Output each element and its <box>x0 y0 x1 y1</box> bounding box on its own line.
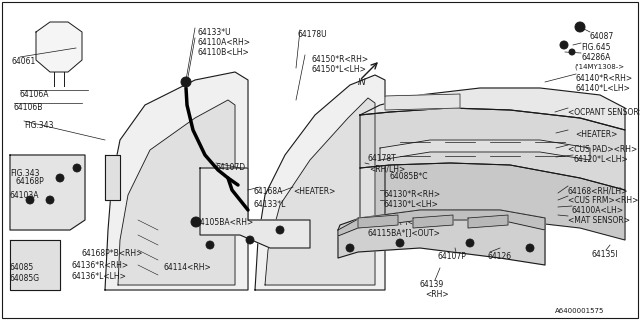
Text: 64150*R<RH>: 64150*R<RH> <box>312 55 369 64</box>
Text: 64100A<LH>: 64100A<LH> <box>572 206 624 215</box>
Polygon shape <box>118 100 235 285</box>
Text: 64106A: 64106A <box>20 90 49 99</box>
Polygon shape <box>10 240 60 290</box>
Polygon shape <box>338 210 545 236</box>
Text: <HEATER>: <HEATER> <box>575 130 618 139</box>
Polygon shape <box>360 108 625 190</box>
Polygon shape <box>105 155 120 200</box>
Text: 64286A: 64286A <box>581 53 611 62</box>
Text: FIG.343: FIG.343 <box>24 121 54 130</box>
Text: 64135I: 64135I <box>592 250 618 259</box>
Circle shape <box>206 241 214 249</box>
Circle shape <box>73 164 81 172</box>
Polygon shape <box>200 168 310 248</box>
Text: 64136*L<LH>: 64136*L<LH> <box>72 272 127 281</box>
Text: 64178T: 64178T <box>367 154 396 163</box>
Text: 64105BA<RH>: 64105BA<RH> <box>196 218 254 227</box>
Circle shape <box>466 239 474 247</box>
Text: 64133*U: 64133*U <box>198 28 232 37</box>
Circle shape <box>276 226 284 234</box>
Circle shape <box>26 196 34 204</box>
Text: 64110B<LH>: 64110B<LH> <box>198 48 250 57</box>
Text: FIG.343: FIG.343 <box>10 169 40 178</box>
Text: 64140*R<RH>: 64140*R<RH> <box>576 74 633 83</box>
Text: <CUS PAD><RH>: <CUS PAD><RH> <box>568 145 637 154</box>
Circle shape <box>181 77 191 87</box>
Text: 64126: 64126 <box>488 252 512 261</box>
Polygon shape <box>265 98 375 285</box>
Text: 64133*L: 64133*L <box>254 200 286 209</box>
Text: 64168<RH/LH>: 64168<RH/LH> <box>568 186 628 195</box>
Text: 64115BA*[]<OUT>: 64115BA*[]<OUT> <box>368 228 441 237</box>
Text: FIG.645: FIG.645 <box>581 43 611 52</box>
Text: 64114<RH>: 64114<RH> <box>164 263 212 272</box>
Text: <RH>: <RH> <box>425 290 449 299</box>
Circle shape <box>184 80 188 84</box>
Text: <OCPANT SENSOR>: <OCPANT SENSOR> <box>568 108 640 117</box>
Polygon shape <box>338 210 545 265</box>
Circle shape <box>575 22 585 32</box>
Text: 64107D: 64107D <box>216 163 246 172</box>
Text: 64178U: 64178U <box>298 30 328 39</box>
Text: 64140*L<LH>: 64140*L<LH> <box>576 84 631 93</box>
Text: ('14MY1308->: ('14MY1308-> <box>574 64 624 70</box>
Text: IN: IN <box>358 78 367 87</box>
Text: 64139: 64139 <box>420 280 444 289</box>
Polygon shape <box>380 140 590 160</box>
Text: <HEATER>: <HEATER> <box>293 187 335 196</box>
Polygon shape <box>358 215 398 228</box>
Polygon shape <box>468 215 508 228</box>
Text: <CUS FRM><RH>: <CUS FRM><RH> <box>568 196 638 205</box>
Polygon shape <box>413 215 453 228</box>
Polygon shape <box>255 75 385 290</box>
Polygon shape <box>360 163 625 240</box>
Circle shape <box>46 196 54 204</box>
Text: <MAT SENSOR>: <MAT SENSOR> <box>568 216 630 225</box>
Text: 64103A: 64103A <box>10 191 40 200</box>
Polygon shape <box>105 72 248 290</box>
Text: 64087: 64087 <box>590 32 614 41</box>
Text: 64085: 64085 <box>10 263 35 272</box>
Text: 64115BA*I<IN>: 64115BA*I<IN> <box>368 218 429 227</box>
Circle shape <box>191 217 201 227</box>
Text: 64110A<RH>: 64110A<RH> <box>198 38 251 47</box>
Text: 64085B*C: 64085B*C <box>390 172 429 181</box>
Polygon shape <box>360 88 625 130</box>
Text: 64106B: 64106B <box>14 103 44 112</box>
Text: 64136*R<RH>: 64136*R<RH> <box>72 261 129 270</box>
Text: 64061: 64061 <box>12 57 36 66</box>
Circle shape <box>346 244 354 252</box>
Circle shape <box>56 174 64 182</box>
Text: 64120*L<LH>: 64120*L<LH> <box>573 155 628 164</box>
Text: A6400001575: A6400001575 <box>555 308 604 314</box>
Circle shape <box>526 244 534 252</box>
Text: 64130*R<RH>: 64130*R<RH> <box>384 190 441 199</box>
Polygon shape <box>385 94 460 110</box>
Text: 64130*L<LH>: 64130*L<LH> <box>384 200 439 209</box>
Text: 64150*L<LH>: 64150*L<LH> <box>312 65 367 74</box>
Circle shape <box>246 236 254 244</box>
Circle shape <box>578 25 582 29</box>
Text: 64168P: 64168P <box>16 177 45 186</box>
Text: 64107P: 64107P <box>437 252 466 261</box>
Text: 64168A: 64168A <box>254 187 284 196</box>
Polygon shape <box>36 22 82 72</box>
Text: 64085G: 64085G <box>10 274 40 283</box>
Text: <RH/LH>: <RH/LH> <box>369 164 405 173</box>
Circle shape <box>396 239 404 247</box>
Polygon shape <box>10 155 85 230</box>
Circle shape <box>560 41 568 49</box>
Text: 64168P*B<RH>: 64168P*B<RH> <box>82 249 143 258</box>
Circle shape <box>569 49 575 55</box>
